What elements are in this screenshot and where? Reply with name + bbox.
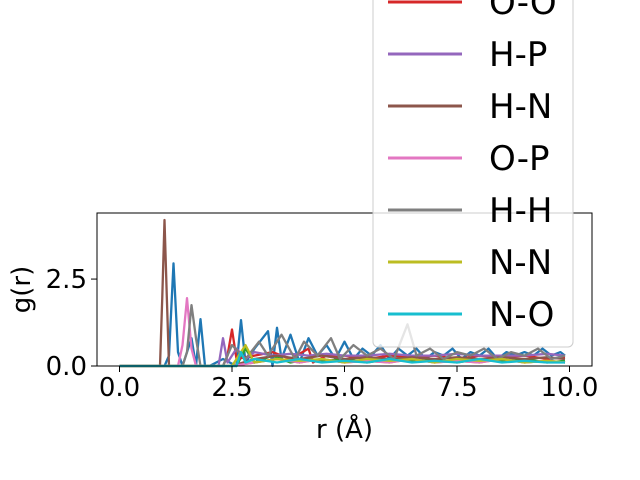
legend-label: H-H	[489, 191, 552, 231]
legend-label: O-O	[489, 0, 557, 23]
legend-box	[372, 0, 574, 348]
legend-label: N-N	[489, 243, 552, 283]
legend-label: H-N	[489, 87, 552, 127]
legend-label: N-O	[489, 295, 554, 335]
x-tick-label: 0.0	[99, 373, 140, 403]
x-tick-label: 2.5	[211, 373, 252, 403]
x-axis: 0.0 2.5 5.0 7.5 10.0	[99, 366, 599, 403]
y-axis: 0.0 2.5	[46, 265, 97, 382]
y-tick-label: 0.0	[46, 352, 87, 382]
x-tick-label: 7.5	[436, 373, 477, 403]
y-axis-label: g(r)	[7, 266, 37, 313]
series-line-h-n	[119, 218, 566, 368]
y-tick-label: 2.5	[46, 265, 87, 295]
x-tick-label: 10.0	[541, 373, 599, 403]
legend-label: H-P	[489, 35, 547, 75]
legend-label: O-P	[489, 139, 549, 179]
series-lines	[119, 218, 566, 368]
x-axis-label: r (Å)	[316, 413, 373, 445]
x-tick-label: 5.0	[324, 373, 365, 403]
series-line-n-o	[119, 350, 565, 368]
legend: O-O H-P H-N O-P H-H N-N N-O	[372, 0, 574, 348]
series-line-h-p	[119, 337, 566, 368]
